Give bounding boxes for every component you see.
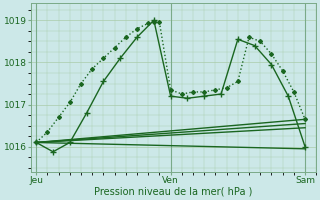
X-axis label: Pression niveau de la mer( hPa ): Pression niveau de la mer( hPa ) xyxy=(94,187,252,197)
